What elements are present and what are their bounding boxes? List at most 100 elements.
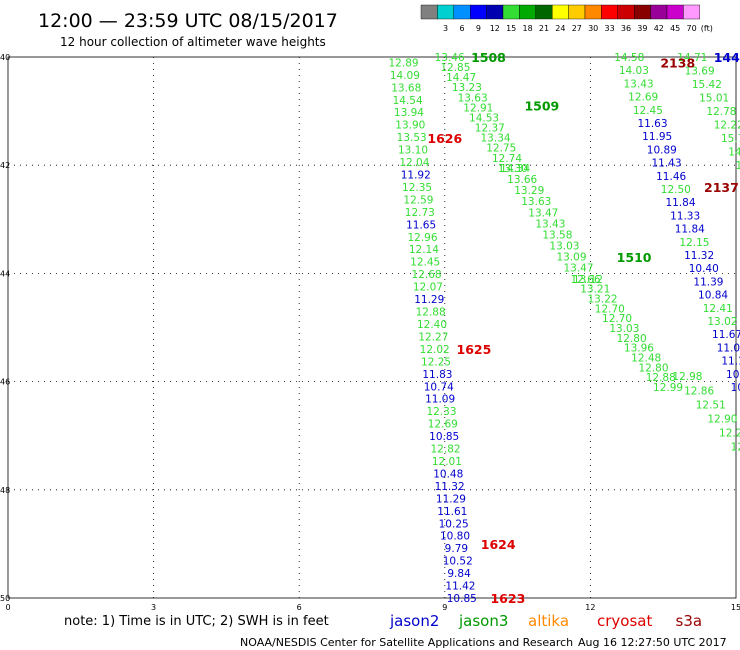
wave-height-value: 14.09 bbox=[390, 70, 420, 82]
colorbar-label: 24 bbox=[555, 24, 565, 33]
credit-text: NOAA/NESDIS Center for Satellite Applica… bbox=[240, 636, 573, 649]
wave-height-value: 11.02 bbox=[717, 342, 740, 354]
wave-height-value: 10.80 bbox=[731, 382, 740, 394]
pass-time-label: 1509 bbox=[524, 99, 559, 114]
wave-height-value: 12.22 bbox=[714, 120, 740, 132]
wave-height-value: 11.39 bbox=[693, 276, 723, 288]
pass-time-label: 2137 bbox=[704, 180, 739, 195]
colorbar-swatch bbox=[453, 4, 471, 20]
wave-height-value: 10.97 bbox=[726, 369, 740, 381]
colorbar-label: 33 bbox=[605, 24, 615, 33]
wave-height-value: 13.09 bbox=[556, 252, 586, 264]
wave-height-value: 10.89 bbox=[647, 144, 677, 156]
pass-time-label: 1508 bbox=[471, 50, 506, 65]
y-tick-label: 46 bbox=[0, 378, 10, 387]
colorbar-swatch bbox=[601, 4, 619, 20]
wave-height-value: 13.02 bbox=[707, 316, 737, 328]
pass-time-label: 1626 bbox=[427, 131, 462, 146]
pass-time-labels: 1508 1509 1510 1626 1625 1624 1623 2138 2137 1444 bbox=[427, 50, 740, 606]
wave-height-value: 12.00 bbox=[731, 442, 740, 454]
wave-height-value: 11.09 bbox=[425, 394, 455, 406]
colorbar-swatch bbox=[650, 4, 668, 20]
colorbar-swatch bbox=[437, 4, 454, 20]
chart-title: 12:00 — 23:59 UTC 08/15/2017 bbox=[38, 10, 338, 32]
wave-height-value: 11.61 bbox=[437, 506, 467, 518]
wave-height-value: 11.63 bbox=[637, 118, 667, 130]
wave-height-value: 12.80 bbox=[638, 362, 668, 374]
wave-height-value: 14.47 bbox=[446, 72, 476, 84]
wave-height-value: 10.48 bbox=[433, 468, 463, 480]
wave-height-value: 14.58 bbox=[614, 52, 644, 64]
wave-height-value: 12.04 bbox=[399, 157, 429, 169]
wave-height-value: 13.96 bbox=[624, 343, 654, 355]
wave-height-value: 11.84 bbox=[675, 224, 705, 236]
pass-time-label: 1625 bbox=[457, 342, 492, 357]
wave-height-value: 12.33 bbox=[426, 406, 456, 418]
x-tick-label: 0 bbox=[5, 603, 10, 612]
pass-time-label: 1510 bbox=[617, 250, 652, 265]
colorbar-legend: 3 6 9 12 15 18 21 24 27 30 33 36 39 42 45 70 (ft) bbox=[420, 4, 713, 33]
colorbar-label: 15 bbox=[506, 24, 516, 33]
wave-height-value: 12.35 bbox=[402, 182, 432, 194]
wave-height-value: 10.85 bbox=[429, 431, 459, 443]
wave-height-value: 12.51 bbox=[696, 399, 726, 411]
wave-height-value: 12.45 bbox=[410, 257, 440, 269]
wave-height-value: 13.23 bbox=[452, 82, 482, 94]
satellite-legend: jason2 jason3 altika cryosat s3a bbox=[389, 612, 702, 630]
colorbar-swatch bbox=[634, 4, 651, 20]
colorbar-swatch bbox=[486, 4, 504, 20]
wave-height-value: 12.99 bbox=[653, 382, 683, 394]
wave-height-value: 13.94 bbox=[394, 107, 424, 119]
wave-height-value: 12.45 bbox=[633, 105, 663, 117]
wave-height-value: 13.90 bbox=[395, 120, 425, 132]
wave-height-value: 12.70 bbox=[602, 313, 632, 325]
colorbar-swatch bbox=[535, 4, 553, 20]
wave-height-value: 12.14 bbox=[409, 244, 439, 256]
colorbar-swatch bbox=[420, 4, 438, 20]
wave-height-value: 12.85 bbox=[440, 62, 470, 74]
wave-height-value: 13.66 bbox=[507, 174, 537, 186]
wave-height-value: 13.03 bbox=[609, 323, 639, 335]
wave-height-value: 13.03 bbox=[549, 241, 579, 253]
wave-height-value: 12.70 bbox=[595, 303, 625, 315]
satellite-cryosat: cryosat bbox=[597, 612, 652, 630]
wave-height-value: 13.53 bbox=[397, 132, 427, 144]
wave-height-value: 11.29 bbox=[436, 493, 466, 505]
wave-height-value: 12.66 bbox=[571, 274, 601, 286]
wave-height-value: 15.01 bbox=[699, 93, 729, 105]
wave-height-value: 12.78 bbox=[706, 106, 736, 118]
colorbar-label: 3 bbox=[443, 24, 448, 33]
colorbar-unit: (ft) bbox=[701, 24, 713, 33]
wave-height-value: 13.68 bbox=[391, 82, 421, 94]
colorbar-label: 21 bbox=[539, 24, 549, 33]
pass-time-label: 1623 bbox=[490, 591, 525, 606]
wave-height-value: 12.98 bbox=[672, 371, 702, 383]
colorbar-label: 30 bbox=[588, 24, 598, 33]
wave-height-value: 11.67 bbox=[712, 329, 740, 341]
y-tick-label: 40 bbox=[0, 53, 10, 62]
wave-height-value: 12.27 bbox=[418, 331, 448, 343]
colorbar-label: 39 bbox=[637, 24, 647, 33]
wave-height-value: 14.54 bbox=[393, 95, 423, 107]
wave-height-value: 14.03 bbox=[619, 65, 649, 77]
wave-height-value: 12.90 bbox=[707, 413, 737, 425]
wave-height-value: 11.46 bbox=[656, 171, 686, 183]
wave-height-value: 12.88 bbox=[646, 372, 676, 384]
wave-height-value: 10.85 bbox=[447, 593, 477, 605]
wave-height-value: 9.84 bbox=[447, 568, 471, 580]
wave-height-value: 13.43 bbox=[535, 218, 565, 230]
wave-height-value: 13.21 bbox=[580, 284, 610, 296]
wave-height-value: 13.47 bbox=[528, 207, 558, 219]
wave-height-value: 12.96 bbox=[407, 232, 437, 244]
colorbar-swatch bbox=[552, 4, 569, 20]
wave-height-value: 12.89 bbox=[389, 57, 419, 69]
wave-height-value: 12.91 bbox=[463, 102, 493, 114]
wave-height-value: 13.58 bbox=[542, 229, 572, 241]
x-tick-label: 12 bbox=[585, 603, 595, 612]
wave-height-value: 14.30 bbox=[728, 147, 740, 159]
y-tick-label: 48 bbox=[0, 486, 10, 495]
wave-height-value: 10.84 bbox=[698, 290, 728, 302]
wave-height-value: 12.25 bbox=[421, 356, 451, 368]
wave-height-value: 10.52 bbox=[443, 556, 473, 568]
wave-height-value: 11.16 bbox=[721, 356, 740, 368]
